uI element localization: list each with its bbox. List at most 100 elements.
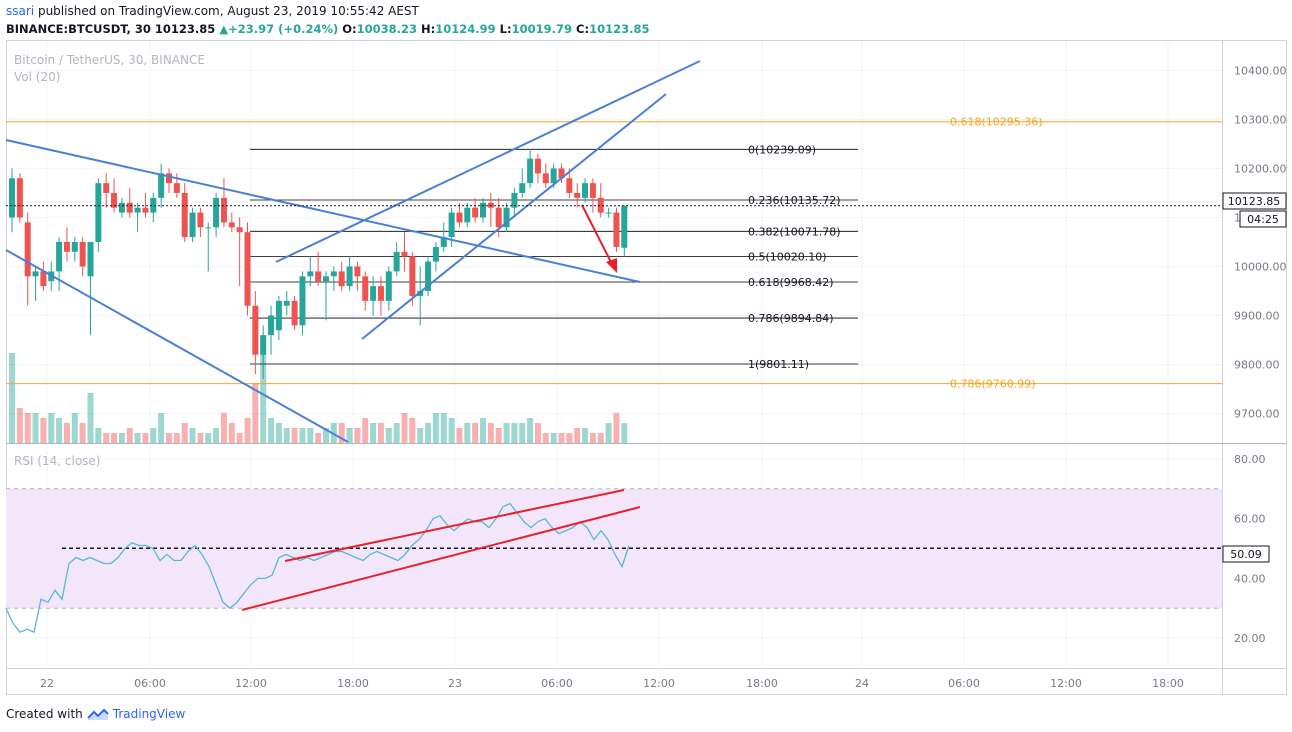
rsi-trendline-lower[interactable] — [241, 506, 641, 611]
candle-body[interactable] — [417, 291, 424, 296]
tradingview-brand[interactable]: TradingView — [112, 707, 186, 721]
candle-body[interactable] — [338, 271, 345, 287]
candle-body[interactable] — [574, 192, 581, 198]
candle-body[interactable] — [283, 300, 290, 306]
candle-body[interactable] — [534, 158, 541, 174]
candle-body[interactable] — [16, 178, 23, 218]
candle-body[interactable] — [126, 202, 133, 213]
volume-bar — [480, 418, 486, 443]
publisher-username[interactable]: ssari — [6, 4, 35, 18]
candle-body[interactable] — [228, 222, 235, 228]
bearish-arrow-line[interactable] — [581, 204, 615, 269]
candle-body[interactable] — [299, 276, 306, 326]
candle-body[interactable] — [24, 222, 31, 277]
candle-body[interactable] — [605, 212, 612, 214]
candle-body[interactable] — [558, 168, 565, 179]
candle-body[interactable] — [354, 266, 361, 277]
candle-body[interactable] — [550, 168, 557, 184]
candle-body[interactable] — [472, 207, 479, 218]
candle-body[interactable] — [173, 183, 180, 193]
candle-body[interactable] — [244, 232, 251, 306]
candle-body[interactable] — [409, 256, 416, 296]
candle-body[interactable] — [346, 266, 353, 287]
candle-body[interactable] — [425, 261, 432, 292]
candle-body[interactable] — [252, 305, 259, 355]
volume-bar — [111, 433, 118, 443]
candle-body[interactable] — [181, 192, 188, 238]
candle-body[interactable] — [330, 271, 337, 277]
candle-body[interactable] — [315, 271, 322, 282]
descending-trendline-lower[interactable] — [5, 249, 349, 443]
candle-body[interactable] — [440, 237, 447, 247]
rsi-legend: RSI (14, close) — [14, 454, 100, 468]
candle-body[interactable] — [519, 183, 526, 193]
candle-body[interactable] — [111, 192, 118, 208]
candle-body[interactable] — [464, 207, 471, 223]
time-axis[interactable]: 22 06:00 12:00 18:00 23 06:00 12:00 18:00 24 06:0… — [40, 677, 1184, 690]
candle-body[interactable] — [142, 207, 149, 213]
candle-body[interactable] — [291, 300, 298, 326]
candle-body[interactable] — [401, 251, 408, 257]
candle-body[interactable] — [189, 212, 196, 238]
candle-body[interactable] — [511, 192, 518, 208]
candle-body[interactable] — [487, 202, 494, 208]
candle-body[interactable] — [542, 173, 549, 184]
candle-body[interactable] — [377, 286, 384, 301]
price-axis[interactable]: 10400.0010300.0010200.0010100.0010000.00… — [1234, 64, 1287, 420]
price-tick-label: 10200.00 — [1234, 162, 1287, 175]
volume-bar — [268, 418, 275, 443]
candle-body[interactable] — [480, 202, 486, 218]
candle-body[interactable] — [71, 242, 78, 252]
candle-body[interactable] — [118, 202, 125, 213]
candle-body[interactable] — [79, 242, 86, 267]
candle-body[interactable] — [582, 183, 589, 198]
candle-body[interactable] — [87, 242, 94, 277]
candle-body[interactable] — [268, 315, 275, 336]
candle-body[interactable] — [63, 242, 70, 252]
rsi-axis[interactable]: 80.00 60.00 40.00 20.00 — [1234, 453, 1266, 645]
price-tick-label: 9700.00 — [1234, 408, 1280, 421]
candle-body[interactable] — [166, 173, 172, 184]
candle-body[interactable] — [205, 227, 212, 229]
candle-body[interactable] — [621, 205, 628, 248]
candle-body[interactable] — [527, 158, 534, 184]
rsi-trendline-upper[interactable] — [284, 489, 625, 562]
rising-wedge-lower[interactable] — [361, 93, 667, 340]
rising-wedge-upper[interactable] — [275, 60, 701, 263]
candle-body[interactable] — [385, 271, 392, 301]
candle-body[interactable] — [32, 271, 39, 277]
candle-body[interactable] — [213, 197, 220, 228]
candle-body[interactable] — [589, 183, 596, 198]
candle-body[interactable] — [103, 183, 110, 193]
descending-trendline-upper[interactable] — [5, 139, 641, 283]
candle-body[interactable] — [566, 178, 573, 193]
candle-body[interactable] — [56, 242, 63, 272]
candle-body[interactable] — [260, 335, 267, 355]
candle-body[interactable] — [307, 271, 314, 277]
candle-body[interactable] — [495, 207, 502, 228]
candle-body[interactable] — [9, 178, 15, 218]
volume-bars — [9, 353, 628, 443]
candle-body[interactable] — [197, 212, 204, 228]
candle-body[interactable] — [134, 207, 141, 213]
candle-body[interactable] — [158, 173, 165, 198]
candle-body[interactable] — [236, 227, 243, 233]
candle-body[interactable] — [393, 251, 400, 272]
candle-body[interactable] — [456, 212, 463, 223]
candle-body[interactable] — [220, 197, 227, 223]
candle-body[interactable] — [323, 276, 329, 282]
candle-body[interactable] — [362, 276, 369, 301]
candle-body[interactable] — [40, 271, 47, 287]
candle-body[interactable] — [150, 197, 157, 213]
candle-body[interactable] — [503, 207, 510, 228]
candle-body[interactable] — [597, 197, 604, 213]
volume-bar — [126, 428, 133, 443]
candle-body[interactable] — [95, 183, 102, 242]
candle-body[interactable] — [448, 212, 455, 238]
candle-body[interactable] — [432, 246, 439, 262]
volume-bar — [213, 428, 220, 443]
candle-body[interactable] — [370, 286, 377, 301]
candle-body[interactable] — [613, 212, 620, 247]
candle-body[interactable] — [275, 300, 282, 331]
